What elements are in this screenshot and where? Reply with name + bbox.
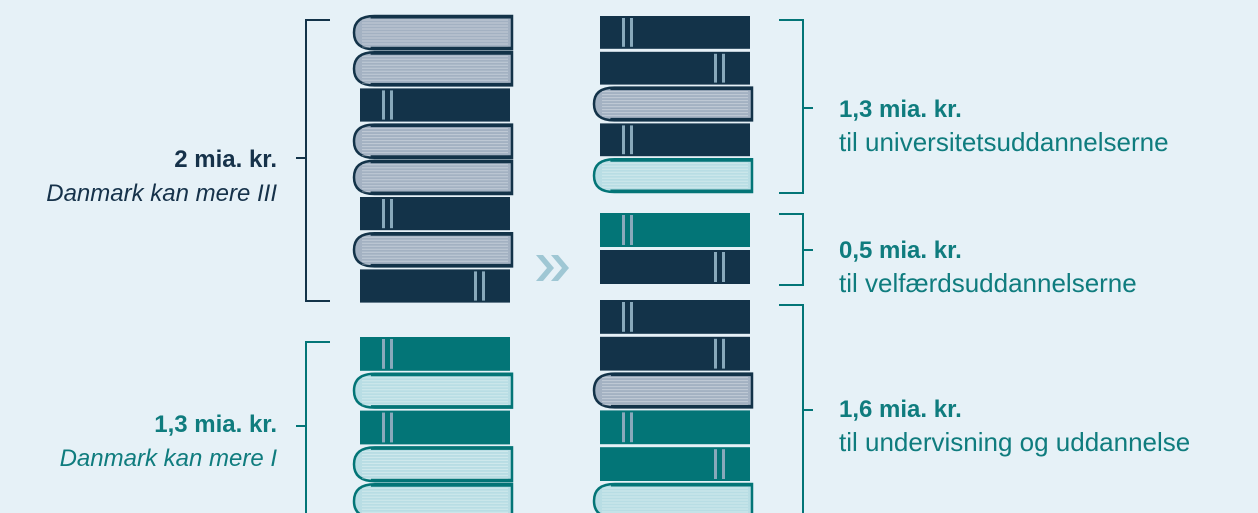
right-stack-3-book-2	[600, 336, 750, 371]
left-stack-1-book-5	[352, 159, 514, 196]
right-stack-2-book-2	[600, 250, 750, 284]
right-group-1-target: til universitetsuddannelserne	[839, 126, 1169, 157]
left-stack-1-book-7	[352, 231, 514, 268]
right-stack-1-book-4	[600, 123, 750, 157]
right-group-3-amount: 1,6 mia. kr.	[839, 396, 962, 423]
right-stack-1-book-1	[600, 16, 750, 49]
right-stack-3	[592, 300, 754, 513]
double-chevron-right-icon	[536, 255, 569, 281]
right-stack-3-book-4	[600, 410, 750, 445]
left-group-1-amount: 2 mia. kr.	[174, 146, 277, 173]
left-stack-2-book-2	[352, 372, 514, 409]
right-bracket-1	[779, 19, 813, 194]
left-bracket-1	[296, 19, 330, 302]
left-stack-2	[352, 337, 514, 513]
left-group-2-label: 1,3 mia. kr. Danmark kan mere I	[60, 411, 277, 472]
left-stack-2-book-3	[360, 410, 510, 445]
right-group-1-label: 1,3 mia. kr. til universitetsuddannelser…	[839, 96, 1169, 157]
right-stack-2	[600, 213, 750, 284]
right-stack-1-book-5	[592, 157, 754, 194]
left-stack-1	[352, 14, 514, 303]
right-stack-2-book-1	[600, 213, 750, 247]
right-bracket-2	[779, 213, 813, 286]
left-group-1-label: 2 mia. kr. Danmark kan mere III	[46, 146, 277, 207]
right-group-2-amount: 0,5 mia. kr.	[839, 237, 962, 264]
right-group-2-label: 0,5 mia. kr. til velfærdsuddannelserne	[839, 237, 1137, 298]
right-stack-1-book-3	[592, 86, 754, 122]
right-stack-3-book-1	[600, 300, 750, 334]
left-stack-2-book-1	[360, 337, 510, 371]
right-group-3-label: 1,6 mia. kr. til undervisning og uddanne…	[839, 396, 1190, 457]
left-group-2-program: Danmark kan mere I	[59, 444, 277, 472]
right-group-1-amount: 1,3 mia. kr.	[839, 96, 962, 123]
right-stack-3-book-3	[592, 372, 754, 409]
right-bracket-3	[779, 304, 813, 513]
left-stack-1-book-4	[352, 123, 514, 160]
left-stack-1-book-2	[352, 50, 514, 87]
right-group-3-target: til undervisning og uddannelse	[839, 426, 1191, 457]
right-stack-1-book-2	[600, 51, 750, 85]
left-stack-1-book-3	[360, 88, 510, 122]
left-stack-1-book-6	[360, 197, 510, 231]
left-group-2-amount: 1,3 mia. kr.	[154, 411, 277, 438]
right-group-2-target: til velfærdsuddannelserne	[839, 267, 1137, 298]
left-group-1-program: Danmark kan mere III	[46, 179, 277, 207]
right-stack-3-book-6	[592, 482, 754, 513]
left-stack-2-book-5	[352, 482, 514, 513]
right-stack-1	[592, 16, 754, 194]
left-stack-1-book-1	[352, 14, 514, 51]
left-stack-1-book-8	[360, 269, 510, 303]
right-stack-3-book-5	[600, 447, 750, 481]
left-bracket-2	[296, 341, 330, 513]
left-stack-2-book-4	[352, 446, 514, 483]
